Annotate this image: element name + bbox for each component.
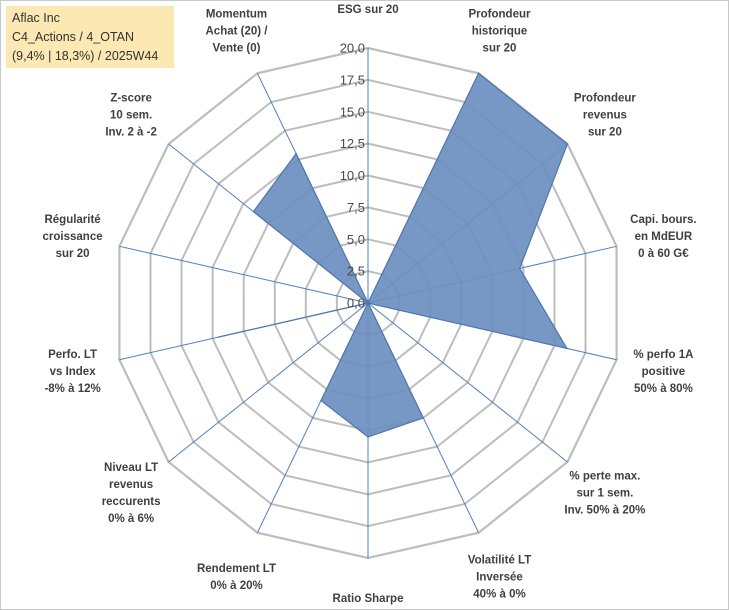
tick-label: 20,0: [340, 41, 365, 56]
series-point: [566, 143, 569, 145]
company-name: Aflac Inc: [12, 11, 60, 25]
category-label: Capi. bours. en MdEUR 0 à 60 G€: [630, 214, 696, 260]
category-label: Rendement LT 0% à 20%: [197, 563, 276, 592]
category-label: Régularité croissance sur 20: [43, 214, 103, 260]
category-label: Profondeur revenus sur 20: [574, 93, 636, 139]
tick-label: 5,0: [347, 232, 365, 247]
tick-label: 2,5: [347, 264, 365, 279]
series-point: [566, 347, 568, 350]
radial-tick-labels: 0,0 2,5 5,0 7,5 10,0 12,5 15,0 17,5 20,0: [340, 41, 365, 311]
tick-label: 10,0: [340, 168, 365, 183]
tick-label: 17,5: [340, 72, 365, 87]
radar-series: [218, 72, 569, 438]
category-label: Z-score 10 sem. Inv. 2 à -2: [105, 93, 157, 139]
series-point: [295, 152, 297, 155]
category-label: NoteESG sur 20: [337, 0, 398, 16]
category-label: % perte max. sur 1 sem. Inv. 50% à 20%: [564, 470, 645, 516]
category-label: Ratio Sharpe0 à 1: [333, 593, 404, 610]
series-point: [218, 336, 220, 338]
category-label: Momentum Achat (20) / Vente (0): [206, 9, 269, 55]
category-label: Volatilité LT Inversée 40% à 0%: [468, 555, 531, 601]
tick-label: 12,5: [340, 136, 365, 151]
performance-summary: (9,4% | 18,3%) / 2025W44: [12, 49, 159, 63]
category-label: % perfo 1A positive 50% à 80%: [633, 349, 693, 395]
tick-label: 0,0: [347, 296, 365, 311]
category-label: Niveau LT revenus reccurents 0% à 6%: [102, 462, 161, 525]
series-point: [367, 302, 369, 304]
axis-spoke: [367, 302, 568, 463]
tick-label: 7,5: [347, 200, 365, 215]
series-area: [218, 72, 569, 438]
tick-label: 15,0: [340, 104, 365, 119]
category-label: Profondeur historique sur 20: [469, 9, 531, 55]
series-point: [477, 72, 480, 75]
series-point: [252, 210, 255, 213]
title-box: Aflac Inc C4_Actions / 4_OTAN (9,4% | 18…: [6, 6, 174, 68]
axis-spoke: [119, 245, 369, 304]
portfolio-label: C4_Actions / 4_OTAN: [12, 30, 135, 44]
series-point: [320, 399, 322, 402]
series-point: [367, 436, 369, 438]
category-label: Perfo. LT vs Index -8% à 12%: [44, 349, 100, 395]
series-point: [518, 267, 521, 270]
series-point: [422, 417, 425, 419]
axis-spoke: [168, 302, 369, 463]
